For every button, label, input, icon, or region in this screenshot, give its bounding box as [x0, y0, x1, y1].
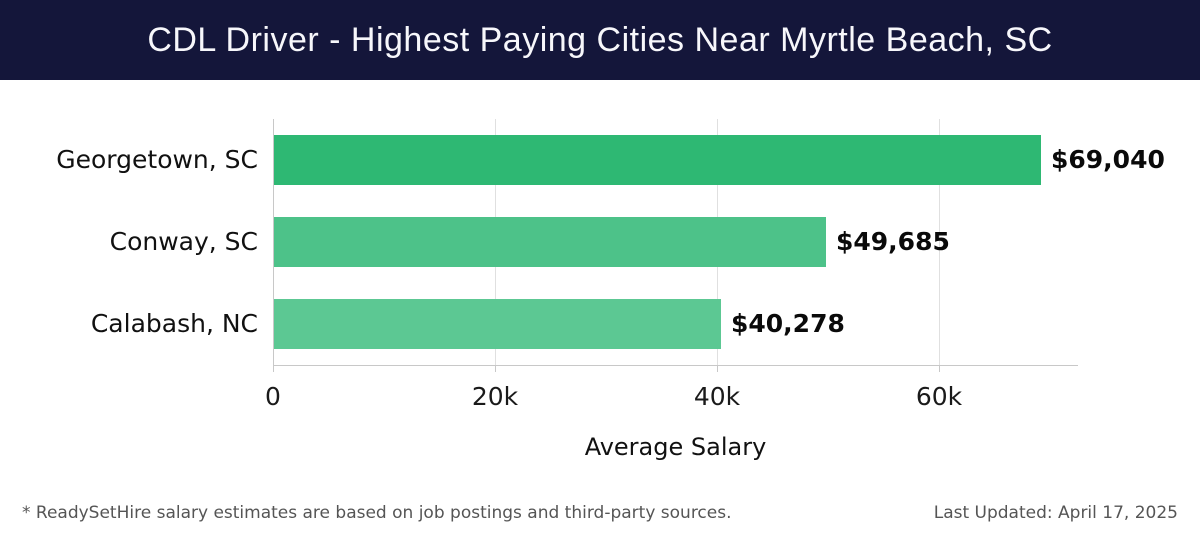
bar-georgetown-sc: [274, 135, 1041, 185]
last-updated: Last Updated: April 17, 2025: [933, 503, 1178, 523]
category-label-calabash-nc: Calabash, NC: [90, 309, 258, 338]
chart-title: CDL Driver - Highest Paying Cities Near …: [147, 20, 1053, 59]
tick-mark-0: [273, 365, 274, 372]
x-tick-label-20k: 20k: [471, 382, 519, 411]
category-label-georgetown-sc: Georgetown, SC: [56, 145, 258, 174]
x-tick-label-0: 0: [265, 382, 281, 411]
header-bar: CDL Driver - Highest Paying Cities Near …: [0, 0, 1200, 80]
tick-mark-60k: [939, 365, 940, 372]
value-label-conway-sc: $49,685: [836, 227, 950, 256]
bar-calabash-nc: [274, 299, 721, 349]
y-axis-line: [273, 119, 274, 365]
plot-area: $69,040 $49,685 $40,278: [273, 119, 1165, 372]
value-label-calabash-nc: $40,278: [731, 309, 845, 338]
footnote: * ReadySetHire salary estimates are base…: [22, 503, 732, 523]
gridline-60k: [939, 119, 940, 365]
x-axis-line: [273, 365, 1078, 366]
x-tick-label-40k: 40k: [693, 382, 741, 411]
bar-conway-sc: [274, 217, 826, 267]
x-axis-title: Average Salary: [584, 433, 767, 461]
category-label-conway-sc: Conway, SC: [109, 227, 258, 256]
tick-mark-20k: [495, 365, 496, 372]
value-label-georgetown-sc: $69,040: [1051, 145, 1165, 174]
x-tick-label-60k: 60k: [915, 382, 963, 411]
tick-mark-40k: [717, 365, 718, 372]
